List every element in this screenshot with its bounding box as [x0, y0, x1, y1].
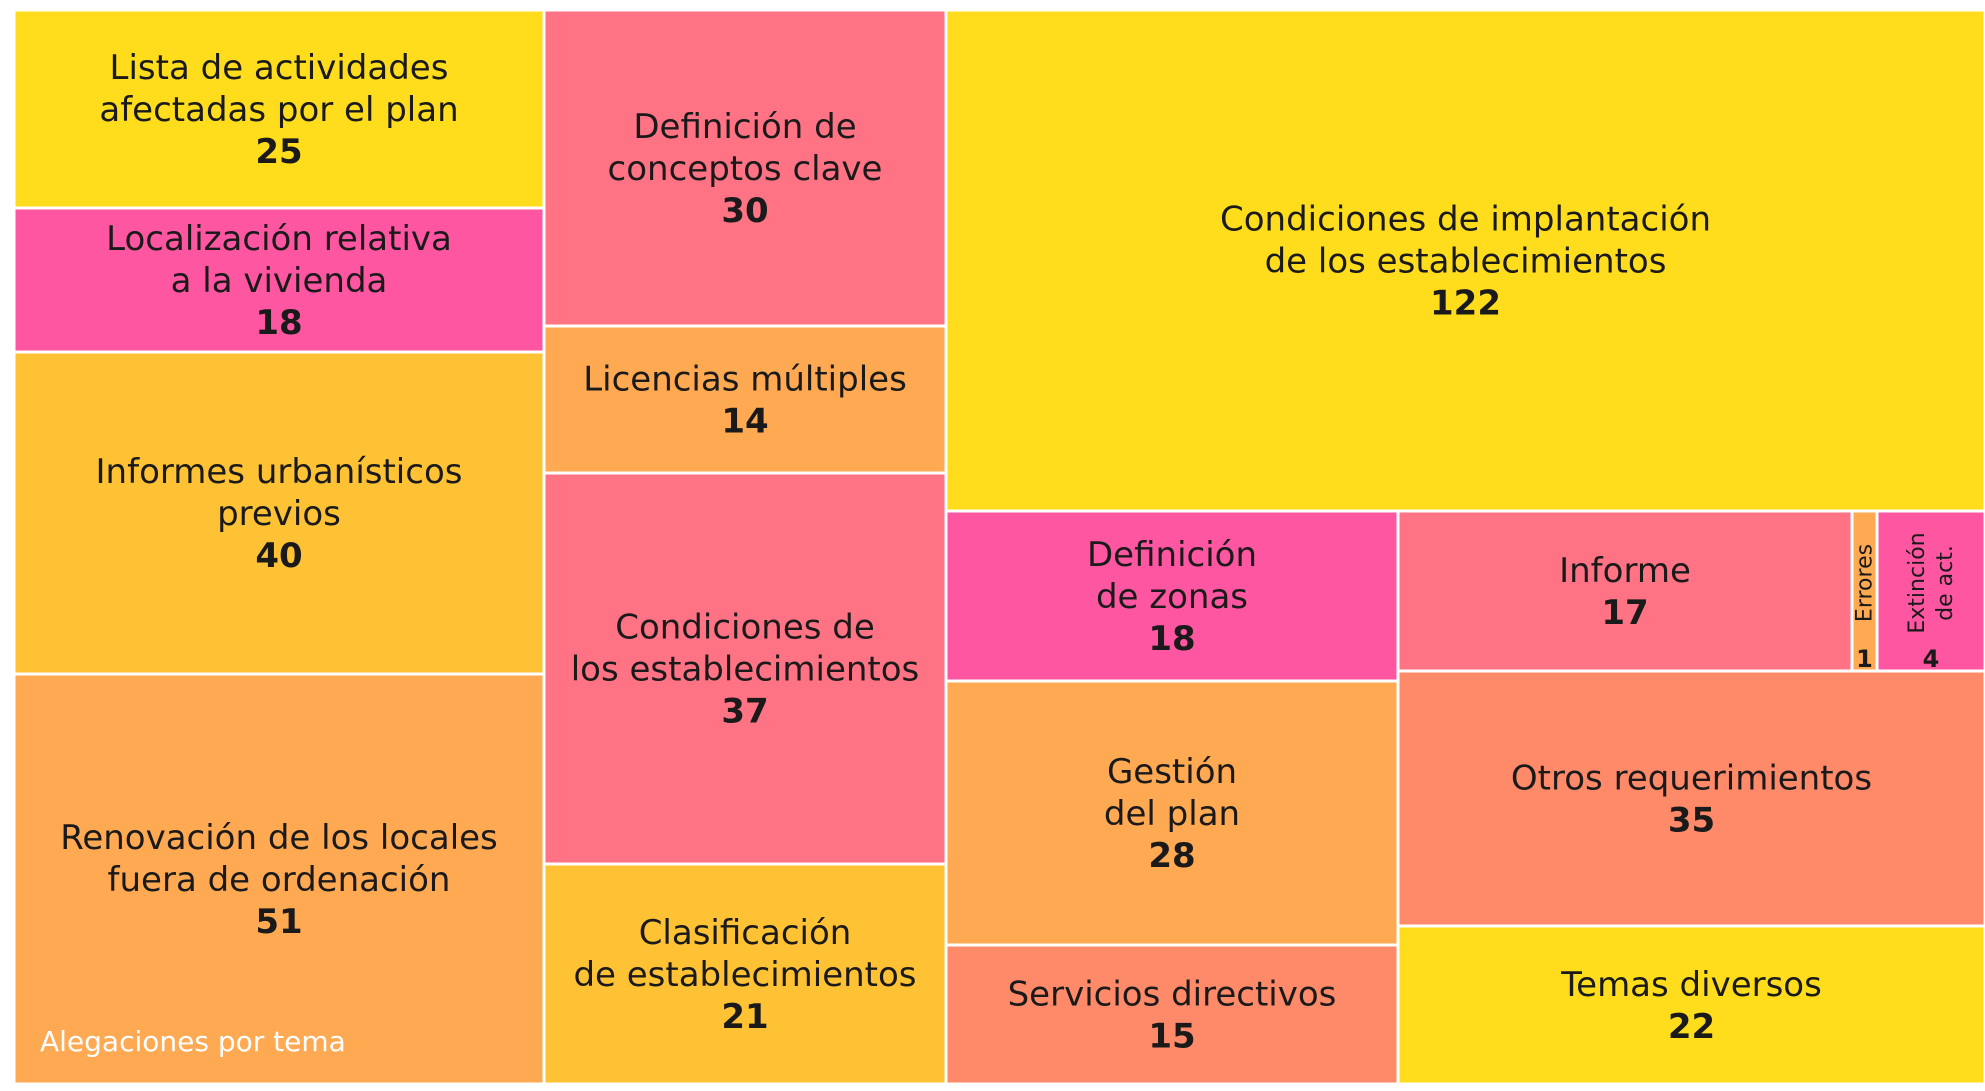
treemap-label-clasificacion: Clasificación de establecimientos — [573, 913, 916, 995]
treemap-label-informes: Informes urbanísticos previos — [96, 452, 463, 534]
treemap-label-renovacion: Renovación de los locales fuera de ordena… — [60, 818, 498, 900]
treemap-label-line: Licencias múltiples — [583, 360, 907, 400]
treemap-label-line: de los establecimientos — [1265, 242, 1667, 282]
treemap-label-line: Clasificación — [639, 913, 852, 953]
treemap-rect-licencias — [542, 324, 948, 475]
treemap-rect-servicios — [944, 943, 1400, 1086]
treemap-cell-condiciones-impl: Condiciones de implantación de los establ… — [944, 8, 1985, 513]
treemap-label-line: Condiciones de implantación — [1220, 200, 1711, 240]
treemap-value-informe: 17 — [1601, 593, 1648, 633]
treemap-rect-lista — [12, 8, 546, 210]
treemap-value-servicios: 15 — [1148, 1017, 1195, 1057]
treemap-label-line: los establecimientos — [571, 650, 920, 690]
treemap-label-line: Informe — [1559, 551, 1691, 591]
treemap-label-temas: Temas diversos — [1560, 965, 1822, 1005]
treemap-value-licencias: 14 — [721, 402, 768, 442]
treemap-label-line: Temas diversos — [1560, 965, 1822, 1005]
treemap-label-line: fuera de ordenación — [108, 860, 451, 900]
treemap-cell-renovacion: Renovación de los locales fuera de ordena… — [12, 672, 546, 1086]
treemap-label-condiciones-impl: Condiciones de implantación de los establ… — [1220, 200, 1711, 282]
treemap-label-line: Localización relativa — [106, 219, 452, 259]
treemap-label-informe: Informe — [1559, 551, 1691, 591]
treemap-label-line: a la vivienda — [171, 261, 388, 301]
treemap-label-otros: Otros requerimientos — [1511, 759, 1872, 799]
treemap-rect-gestion — [944, 679, 1400, 947]
treemap-label-line: Servicios directivos — [1008, 975, 1337, 1015]
treemap-label-definicion-zonas: Definición de zonas — [1087, 535, 1257, 617]
treemap-label-line: previos — [217, 494, 341, 534]
treemap-rect-condiciones-est — [542, 471, 948, 866]
treemap-label-extincion: Extinción de act. — [1905, 532, 1958, 633]
treemap-label-line: Definición — [1087, 535, 1257, 575]
treemap-value-clasificacion: 21 — [721, 997, 768, 1037]
treemap-value-gestion: 28 — [1148, 836, 1195, 876]
treemap-rect-otros — [1396, 669, 1985, 928]
treemap-value-localizacion: 18 — [255, 303, 302, 343]
treemap-label-line: afectadas por el plan — [99, 90, 458, 130]
treemap-value-definicion-conceptos: 30 — [721, 191, 768, 231]
treemap-value-definicion-zonas: 18 — [1148, 619, 1195, 659]
treemap-cell-extincion: Extinción de act. 4 — [1875, 509, 1985, 673]
treemap-value-errores: 1 — [1856, 645, 1873, 673]
treemap-label-line: de act. — [1933, 545, 1958, 621]
treemap-rect-definicion-zonas — [944, 509, 1400, 683]
treemap-label-line: Errores — [1853, 544, 1878, 622]
treemap-label-licencias: Licencias múltiples — [583, 360, 907, 400]
treemap-label-line: Extinción — [1905, 532, 1930, 633]
treemap-label-definicion-conceptos: Definición de conceptos clave — [608, 107, 883, 189]
treemap-label-line: conceptos clave — [608, 149, 883, 189]
treemap-label-line: de zonas — [1096, 577, 1248, 617]
treemap-label-line: Otros requerimientos — [1511, 759, 1872, 799]
treemap-label-line: Lista de actividades — [110, 48, 449, 88]
treemap-cell-errores: Errores 1 — [1850, 509, 1879, 673]
treemap-rect-clasificacion — [542, 862, 948, 1086]
treemap-value-extincion: 4 — [1923, 645, 1940, 673]
treemap-value-temas: 22 — [1668, 1007, 1715, 1047]
treemap-label-servicios: Servicios directivos — [1008, 975, 1337, 1015]
treemap-label-line: de establecimientos — [573, 955, 916, 995]
treemap-rect-extincion — [1875, 509, 1985, 673]
chart-title: Alegaciones por tema — [40, 1025, 346, 1058]
treemap-value-lista: 25 — [255, 132, 302, 172]
treemap-label-condiciones-est: Condiciones de los establecimientos — [571, 608, 920, 690]
treemap-label-line: Definición de — [633, 107, 856, 147]
treemap-rect-condiciones-impl — [944, 8, 1985, 513]
treemap-rect-temas — [1396, 924, 1985, 1086]
treemap-label-localizacion: Localización relativa a la vivienda — [106, 219, 452, 301]
treemap-label-lista: Lista de actividades afectadas por el pla… — [99, 48, 458, 130]
treemap-label-line: Condiciones de — [615, 608, 875, 648]
treemap-label-line: Gestión — [1107, 752, 1237, 792]
treemap-label-line: del plan — [1104, 794, 1240, 834]
treemap-value-condiciones-impl: 122 — [1430, 284, 1501, 324]
treemap-label-line: Informes urbanísticos — [96, 452, 463, 492]
treemap-rect-renovacion — [12, 672, 546, 1086]
treemap-value-condiciones-est: 37 — [721, 692, 768, 732]
treemap-cell-lista: Lista de actividades afectadas por el pla… — [12, 8, 546, 210]
treemap-rect-informe — [1396, 509, 1854, 673]
treemap-label-line: Renovación de los locales — [60, 818, 498, 858]
treemap-label-gestion: Gestión del plan — [1104, 752, 1240, 834]
treemap-label-errores: Errores — [1853, 544, 1878, 622]
treemap-rect-informes — [12, 350, 546, 676]
treemap-value-informes: 40 — [255, 536, 302, 576]
treemap-value-renovacion: 51 — [255, 902, 302, 942]
treemap-value-otros: 35 — [1668, 801, 1715, 841]
